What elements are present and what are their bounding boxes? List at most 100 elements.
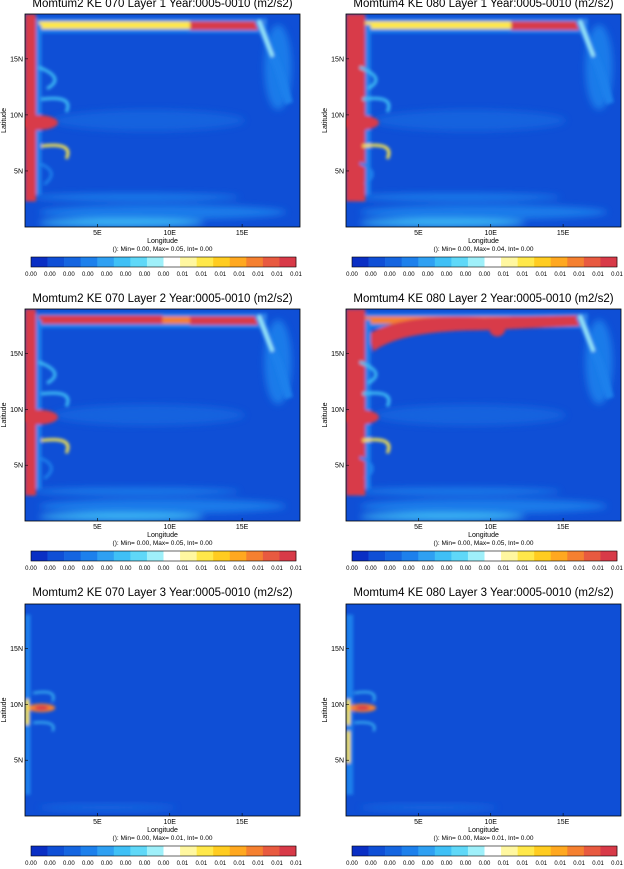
- colorbar-swatch: [583, 551, 601, 561]
- colorbar-swatch: [262, 846, 280, 856]
- x-tick-label: 15E: [557, 819, 570, 826]
- colorbar-tick-label: 0.01: [611, 566, 623, 572]
- y-tick-label: 10N: [10, 407, 23, 414]
- colorbar-swatch: [583, 257, 601, 267]
- colorbar-swatch: [279, 846, 297, 856]
- colorbar-tick-label: 0.01: [592, 272, 604, 278]
- plot-frame: [24, 603, 301, 817]
- colorbar-swatch: [47, 551, 65, 561]
- colorbar-tick-label: 0.01: [517, 861, 529, 867]
- colorbar-swatch: [352, 257, 369, 267]
- x-tick-label: 10E: [164, 524, 177, 531]
- panel-title: Momtum2 KE 070 Layer 2 Year:0005-0010 (m…: [32, 293, 292, 305]
- colorbar-tick-label: 0.01: [252, 272, 264, 278]
- panel: Momtum4 KE 080 Layer 2 Year:0005-0010 (m…: [322, 293, 623, 572]
- colorbar-swatch: [47, 846, 65, 856]
- colorbar-tick-label: 0.00: [346, 861, 358, 867]
- colorbar-swatch: [451, 551, 469, 561]
- colorbar-tick-label: 0.01: [573, 272, 585, 278]
- y-tick-label: 5N: [14, 168, 23, 175]
- x-tick-label: 5E: [414, 230, 423, 237]
- colorbar-tick-label: 0.00: [460, 861, 472, 867]
- colorbar-swatch: [262, 551, 280, 561]
- colorbar-tick-label: 0.01: [290, 861, 302, 867]
- colorbar-tick-label: 0.00: [422, 861, 434, 867]
- colorbar-swatch: [246, 551, 264, 561]
- x-tick-label: 5E: [93, 524, 102, 531]
- colorbar-tick-label: 0.01: [554, 566, 566, 572]
- colorbar-tick-label: 0.00: [441, 861, 453, 867]
- colorbar-swatch: [484, 846, 502, 856]
- colorbar-tick-label: 0.00: [384, 272, 396, 278]
- colorbar-swatch: [517, 551, 535, 561]
- heatmap-plot: [24, 13, 301, 228]
- colorbar-swatch: [385, 551, 402, 561]
- y-tick-label: 5N: [335, 168, 344, 175]
- panel-title: Momtum2 KE 070 Layer 1 Year:0005-0010 (m…: [32, 0, 292, 10]
- colorbar-swatch: [467, 551, 485, 561]
- colorbar-swatch: [484, 257, 502, 267]
- panel: Momtum2 KE 070 Layer 3 Year:0005-0010 (m…: [1, 587, 302, 867]
- colorbar-swatch: [434, 257, 452, 267]
- colorbar-swatch: [517, 846, 535, 856]
- y-tick-label: 15N: [10, 351, 23, 358]
- colorbar-swatch: [163, 257, 181, 267]
- colorbar-tick-label: 0.00: [403, 272, 415, 278]
- colorbar-tick-label: 0.00: [139, 272, 151, 278]
- x-tick-label: 15E: [557, 230, 570, 237]
- colorbar-tick-label: 0.01: [517, 566, 529, 572]
- colorbar-tick-label: 0.01: [611, 272, 623, 278]
- y-tick-label: 10N: [331, 702, 344, 709]
- y-tick-label: 15N: [331, 56, 344, 63]
- x-tick-label: 15E: [236, 230, 249, 237]
- field-background: [346, 604, 621, 816]
- colorbar-tick-label: 0.01: [535, 272, 547, 278]
- y-tick-label: 5N: [14, 758, 23, 765]
- panel-title: Momtum2 KE 070 Layer 3 Year:0005-0010 (m…: [32, 587, 292, 599]
- colorbar-tick-label: 0.00: [44, 272, 56, 278]
- x-tick-label: 5E: [93, 819, 102, 826]
- colorbar-swatch: [196, 846, 214, 856]
- colorbar-tick-label: 0.00: [384, 861, 396, 867]
- colorbar-tick-label: 0.00: [25, 861, 37, 867]
- colorbar-tick-label: 0.00: [479, 566, 491, 572]
- y-tick-label: 5N: [335, 463, 344, 470]
- plot-frame: [345, 603, 622, 817]
- colorbar-swatch: [534, 257, 552, 267]
- y-axis-label: Latitude: [1, 108, 8, 133]
- colorbar-swatch: [567, 257, 585, 267]
- colorbar-swatch: [567, 846, 585, 856]
- colorbar-swatch: [501, 257, 518, 267]
- colorbar-swatch: [64, 551, 81, 561]
- colorbar-tick-label: 0.01: [233, 861, 245, 867]
- colorbar-swatch: [213, 551, 231, 561]
- colorbar-swatch: [600, 846, 618, 856]
- colorbar-tick-label: 0.01: [554, 272, 566, 278]
- x-axis-label: Longitude: [468, 238, 499, 245]
- colorbar-tick-label: 0.00: [346, 566, 358, 572]
- colorbar: 0.00 0.00 0.00 0.00 0.00 0.00 0.00 0.00 0.01 0.01…: [25, 550, 302, 572]
- colorbar-tick-label: 0.01: [214, 566, 226, 572]
- x-axis-label: Longitude: [147, 238, 178, 245]
- colorbar-swatch: [401, 846, 419, 856]
- colorbar-swatch: [434, 551, 452, 561]
- colorbar-tick-label: 0.00: [158, 566, 170, 572]
- colorbar-swatch: [467, 257, 485, 267]
- heatmap-plot: [24, 603, 301, 817]
- colorbar-swatch: [501, 551, 518, 561]
- colorbar-swatch: [451, 257, 469, 267]
- colorbar-swatch: [567, 551, 585, 561]
- colorbar-swatch: [213, 846, 231, 856]
- colorbar-tick-label: 0.00: [63, 272, 75, 278]
- x-tick-label: 10E: [485, 230, 498, 237]
- colorbar-swatch: [31, 257, 48, 267]
- x-axis-label: Longitude: [147, 532, 178, 539]
- colorbar-tick-label: 0.01: [177, 861, 189, 867]
- colorbar-tick-label: 0.01: [611, 861, 623, 867]
- colorbar-swatch: [600, 257, 618, 267]
- colorbar-swatch: [434, 846, 452, 856]
- panel-title: Momtum4 KE 080 Layer 3 Year:0005-0010 (m…: [353, 587, 613, 599]
- colorbar-swatch: [385, 257, 402, 267]
- colorbar-swatch: [64, 257, 81, 267]
